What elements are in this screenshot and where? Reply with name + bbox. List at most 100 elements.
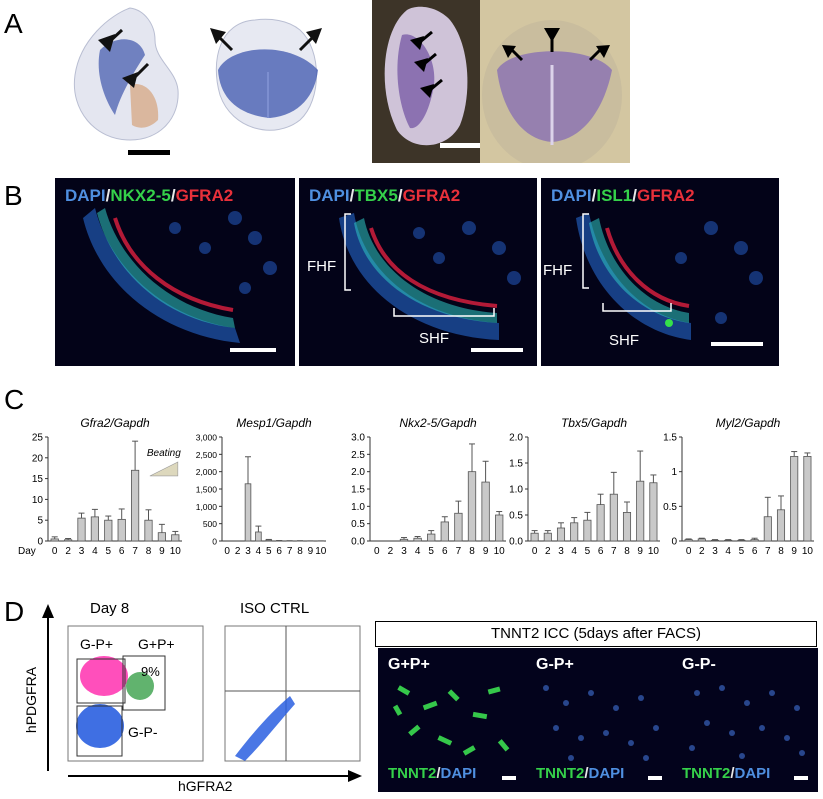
isl1-label: ISL1 [596,186,632,205]
gfra2-label: GFRA2 [176,186,234,205]
tnnt2-label: TNNT2 [388,765,436,782]
y-tick-label: 3,000 [196,433,218,443]
y-tick-label: 1.5 [509,459,523,470]
y-tick-label: 0.0 [509,537,523,548]
x-tick-label: 4 [415,546,421,557]
y-tick-label: 2,000 [196,467,218,477]
y-tick-label: 25 [32,433,44,444]
bar [738,540,745,541]
scale-bar [502,776,516,780]
gate-label-g-plus-p-plus: G+P+ [138,636,175,652]
x-tick-label: 6 [752,546,758,557]
icc-image-g-plus-p-plus: G+P+ TNNT2/DAPI [378,648,526,792]
y-axis-label-hpdgfra: hPDGFRA [23,667,39,733]
y-tick-label: 2.0 [509,433,523,444]
x-tick-label: 6 [598,546,604,557]
x-tick-label: 0 [224,546,230,557]
gate-label-g-minus-p-minus: G-P- [128,724,158,740]
x-tick-label: 2 [699,546,705,557]
gate-percent: 9% [141,664,160,679]
x-tick-label: 3 [79,546,85,557]
y-tick-label: 5 [37,516,43,527]
y-tick-label: 3.0 [351,433,365,444]
day8-title: Day 8 [90,600,129,617]
bar [597,505,604,541]
x-tick-label: 4 [571,546,577,557]
x-tick-label: 10 [170,546,182,557]
y-tick-label: 0.0 [351,537,365,548]
x-tick-label: 3 [401,546,407,557]
y-tick-label: 20 [32,453,44,464]
bar [804,456,811,541]
y-tick-label: 1 [671,467,677,478]
icc-title: G+P+ [388,656,430,674]
embryo-lateral-view-image [60,0,360,165]
x-tick-label: 5 [585,546,591,557]
bar [623,512,630,541]
bar [131,470,138,541]
y-tick-label: 500 [203,519,217,529]
bar [105,520,112,541]
x-tick-label: 7 [456,546,462,557]
scale-bar [230,348,276,352]
fluorescence-image-isl1: DAPI/ISL1/GFRA2 FHF SHF [541,178,779,366]
bar [637,481,644,541]
x-tick-label: 2 [235,546,241,557]
y-tick-label: 1,500 [196,485,218,495]
x-tick-label: 7 [287,546,293,557]
day-label: Day [18,546,36,557]
y-tick-label: 2.0 [351,467,365,478]
bar [791,456,798,541]
y-tick-label: 0.5 [351,519,365,530]
bar [441,522,448,541]
x-tick-label: 6 [119,546,125,557]
x-tick-label: 3 [245,546,251,557]
x-tick-label: 10 [315,546,327,557]
beating-label: Beating [147,448,181,459]
dapi-label: DAPI [309,186,350,205]
dapi-label: DAPI [735,765,771,782]
y-tick-label: 1.0 [351,502,365,513]
fhf-label: FHF [307,258,336,275]
chart-title: Myl2/Gapdh [716,416,781,430]
x-tick-label: 8 [624,546,630,557]
bar [482,482,489,541]
x-tick-label: 10 [802,546,814,557]
panel-label-d: D [4,596,24,628]
x-tick-label: 7 [611,546,617,557]
chart-svg-mesp1: Mesp1/Gapdh05001,0001,5002,0002,5003,000… [182,413,332,573]
panel-label-c: C [4,384,24,416]
beating-wedge [150,462,178,476]
scale-bar [128,150,170,155]
iso-ctrl-title: ISO CTRL [240,600,309,617]
y-tick-label: 0 [37,537,43,548]
icc-title: G-P+ [536,656,574,674]
y-tick-label: 1.5 [663,433,677,444]
x-tick-label: 0 [374,546,380,557]
bar [698,539,705,541]
scale-bar [794,776,808,780]
scale-bar [711,342,763,346]
x-tick-label: 5 [106,546,112,557]
bar [78,518,85,541]
bar [711,540,718,541]
scale-bar [648,776,662,780]
dapi-label: DAPI [65,186,106,205]
y-tick-label: 0 [671,537,677,548]
bar [584,520,591,541]
x-tick-label: 9 [308,546,314,557]
x-tick-label: 0 [532,546,538,557]
x-tick-label: 4 [92,546,98,557]
bar [266,540,272,541]
x-tick-label: 9 [483,546,489,557]
x-tick-label: 0 [686,546,692,557]
fluorescence-image-nkx2-5: DAPI/NKX2-5/GFRA2 [55,178,295,366]
fhf-label: FHF [543,262,572,279]
x-tick-label: 2 [545,546,551,557]
shf-label: SHF [609,332,639,349]
